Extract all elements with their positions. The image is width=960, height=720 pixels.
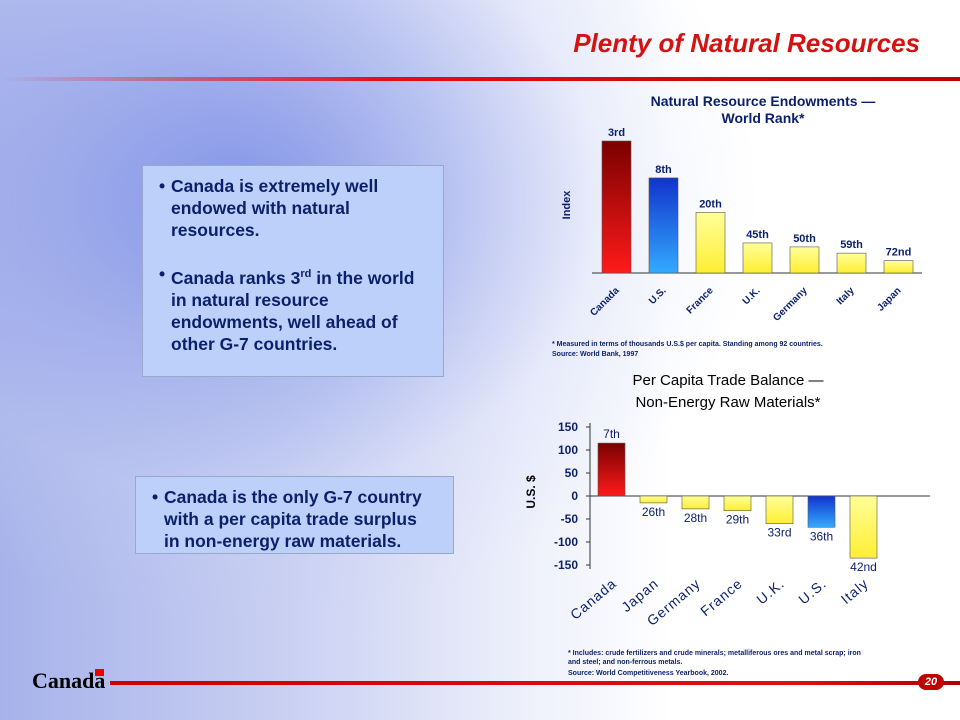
- trade-bullet-box: • Canada is the only G-7 country with a …: [135, 476, 454, 554]
- chart1-title-line-2: World Rank*: [722, 110, 806, 126]
- chart2-rank-label: 42nd: [850, 560, 877, 574]
- chart2-bar-germany: [681, 495, 710, 510]
- chart1-y-axis-label: Index: [561, 190, 573, 220]
- bullet-1-line-1: Canada is extremely well: [171, 176, 379, 196]
- bullet-2-text-pre: Canada ranks 3: [171, 267, 301, 288]
- chart2-category-label: U.S.: [795, 575, 829, 607]
- bullet-3-line-3: in non-energy raw materials.: [164, 531, 402, 551]
- bullet-3-line-1: Canada is the only G-7 country: [164, 487, 422, 507]
- chart1-bar-us: [648, 177, 679, 274]
- chart1-rank-label: 8th: [655, 164, 672, 176]
- chart1-category-label: France: [685, 285, 716, 316]
- chart2-bar-japan: [639, 495, 668, 504]
- chart2-title-line-2: Non-Energy Raw Materials*: [635, 394, 820, 411]
- chart2-category-label: France: [697, 575, 745, 619]
- chart2-rank-label: 29th: [726, 513, 749, 527]
- bullet-2: • Canada ranks 3rd in the world in natur…: [159, 263, 414, 355]
- slide-title: Plenty of Natural Resources: [573, 28, 920, 58]
- chart1-category-label: Canada: [588, 285, 622, 319]
- chart2-rank-label: 36th: [810, 529, 833, 543]
- chart2-rank-label: 7th: [603, 427, 620, 441]
- chart2-y-tick-label: 0: [571, 489, 578, 503]
- chart2-y-axis-label: U.S. $: [524, 475, 538, 509]
- chart2-rank-label: 33rd: [767, 526, 791, 540]
- chart1-bar-canada: [601, 140, 632, 274]
- bullet-1-line-2: endowed with natural: [171, 198, 350, 218]
- bullet-2-line-3: endowments, well ahead of: [171, 311, 398, 332]
- chart1-category-label: Japan: [875, 285, 903, 313]
- chart1-rank-label: 72nd: [886, 247, 912, 259]
- chart2-y-tick-label: -150: [554, 558, 578, 572]
- chart2-rank-label: 28th: [684, 511, 707, 525]
- chart2-bar-us: [807, 495, 836, 528]
- chart2-category-label: U.K.: [753, 575, 787, 607]
- chart1-bar-germany: [789, 246, 820, 274]
- top-rule: [0, 77, 960, 81]
- chart1-bar-japan: [883, 260, 914, 274]
- bullet-1-line-3: resources.: [171, 220, 260, 240]
- chart1-title-line-1: Natural Resource Endowments —: [651, 93, 876, 109]
- chart1-category-label: Germany: [771, 285, 810, 324]
- chart2-category-label: Italy: [838, 575, 872, 607]
- chart1-rank-label: 20th: [699, 198, 722, 210]
- chart2-footnote-3: Source: World Competitiveness Yearbook, …: [568, 670, 728, 677]
- chart1-category-label: U.S.: [647, 285, 669, 307]
- page-number-badge: 20: [918, 674, 944, 690]
- bullet-2-text-post: in the world: [311, 267, 415, 288]
- chart1-rank-label: 59th: [840, 239, 863, 251]
- chart2-bar-canada: [597, 442, 626, 497]
- bullet-3-line-2: with a per capita trade surplus: [164, 509, 417, 529]
- chart1-category-label: Italy: [835, 285, 857, 307]
- bullet-2-line-4: other G-7 countries.: [171, 333, 338, 354]
- chart2-y-tick-label: 100: [558, 443, 578, 457]
- chart1-bar-uk: [742, 242, 773, 274]
- chart2-category-label: Canada: [567, 575, 619, 623]
- chart2-y-tick-label: 150: [558, 420, 578, 434]
- bullet-2-line-2: in natural resource: [171, 289, 329, 310]
- canada-wordmark-logo: Canada: [32, 668, 106, 693]
- bullet-dot: •: [159, 264, 166, 284]
- chart1-rank-label: 45th: [746, 229, 769, 241]
- chart2-bar-france: [723, 495, 752, 512]
- resources-bullet-box: • Canada is extremely well endowed with …: [142, 165, 444, 377]
- bullet-dot: •: [152, 487, 159, 507]
- chart2-footnote-2: and steel; and non-ferrous metals.: [568, 659, 682, 666]
- bullet-2-line-1: Canada ranks 3rd in the world: [171, 263, 414, 289]
- bullet-1: • Canada is extremely well endowed with …: [159, 175, 379, 241]
- bottom-rule: [110, 681, 960, 685]
- chart1-bar-italy: [836, 252, 867, 274]
- bullet-dot: •: [159, 176, 166, 196]
- chart2-footnote-1: * Includes: crude fertilizers and crude …: [568, 650, 861, 657]
- flag-icon: [95, 669, 104, 676]
- chart2-bar-uk: [765, 495, 794, 524]
- chart2-y-tick-label: -100: [554, 535, 578, 549]
- bullet-3: • Canada is the only G-7 country with a …: [152, 486, 422, 552]
- chart1-category-label: U.K.: [741, 285, 763, 307]
- chart2-rank-label: 26th: [642, 505, 665, 519]
- chart1-footnote-1: * Measured in terms of thousands U.S.$ p…: [552, 341, 823, 348]
- chart2-y-tick-label: 50: [565, 466, 579, 480]
- chart1-rank-label: 3rd: [608, 127, 625, 139]
- chart1-rank-label: 50th: [793, 233, 816, 245]
- chart1-bar-france: [695, 212, 726, 274]
- chart2-title-line-1: Per Capita Trade Balance —: [633, 372, 824, 389]
- chart2-y-tick-label: -50: [561, 512, 579, 526]
- bullet-2-superscript: rd: [300, 268, 312, 280]
- chart1-footnote-2: Source: World Bank, 1997: [552, 351, 638, 358]
- chart2-bar-italy: [849, 495, 878, 559]
